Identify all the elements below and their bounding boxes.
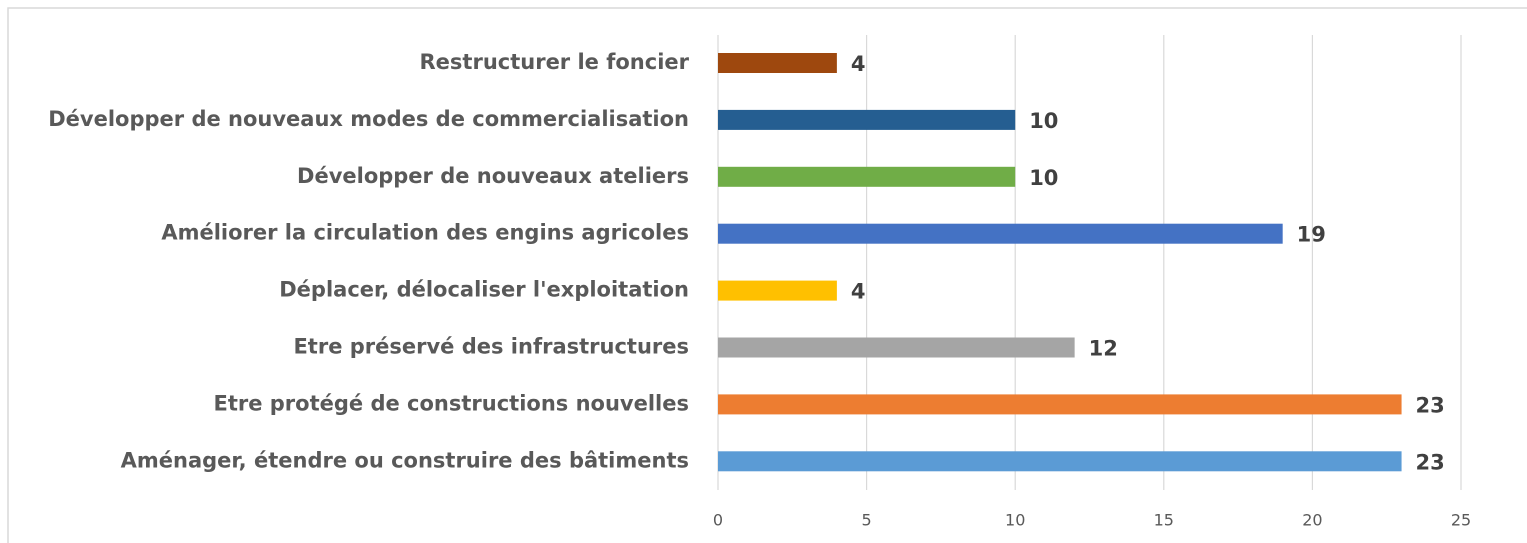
data-label: 10 xyxy=(1029,166,1058,190)
y-tick-label: Améliorer la circulation des engins agri… xyxy=(161,221,689,245)
x-tick-label: 5 xyxy=(862,511,872,530)
bar xyxy=(718,280,837,301)
x-tick-label: 10 xyxy=(1005,511,1025,530)
y-tick-label: Développer de nouveaux modes de commerci… xyxy=(48,107,689,131)
y-tick-label: Développer de nouveaux ateliers xyxy=(297,164,689,188)
data-label: 23 xyxy=(1416,450,1445,474)
x-tick-label: 0 xyxy=(713,511,723,530)
bar xyxy=(718,337,1075,358)
data-label: 4 xyxy=(851,280,866,304)
y-tick-label: Etre préservé des infrastructures xyxy=(293,335,689,359)
bar xyxy=(718,53,837,73)
bar xyxy=(718,109,1016,130)
y-tick-label: Etre protégé de constructions nouvelles xyxy=(213,391,689,415)
bar xyxy=(718,451,1402,472)
data-label: 12 xyxy=(1089,337,1118,361)
y-tick-label: Aménager, étendre ou construire des bâti… xyxy=(121,448,689,472)
bar xyxy=(718,394,1402,415)
data-label: 10 xyxy=(1029,109,1058,133)
data-label: 23 xyxy=(1416,393,1445,417)
x-tick-label: 20 xyxy=(1302,511,1322,530)
bar xyxy=(718,223,1283,244)
data-label: 4 xyxy=(851,52,866,76)
data-label: 19 xyxy=(1297,223,1326,247)
x-tick-label: 15 xyxy=(1154,511,1174,530)
y-tick-label: Restructurer le foncier xyxy=(420,50,690,74)
bar xyxy=(718,166,1016,187)
y-tick-label: Déplacer, délocaliser l'exploitation xyxy=(279,278,689,302)
x-tick-label: 25 xyxy=(1451,511,1471,530)
